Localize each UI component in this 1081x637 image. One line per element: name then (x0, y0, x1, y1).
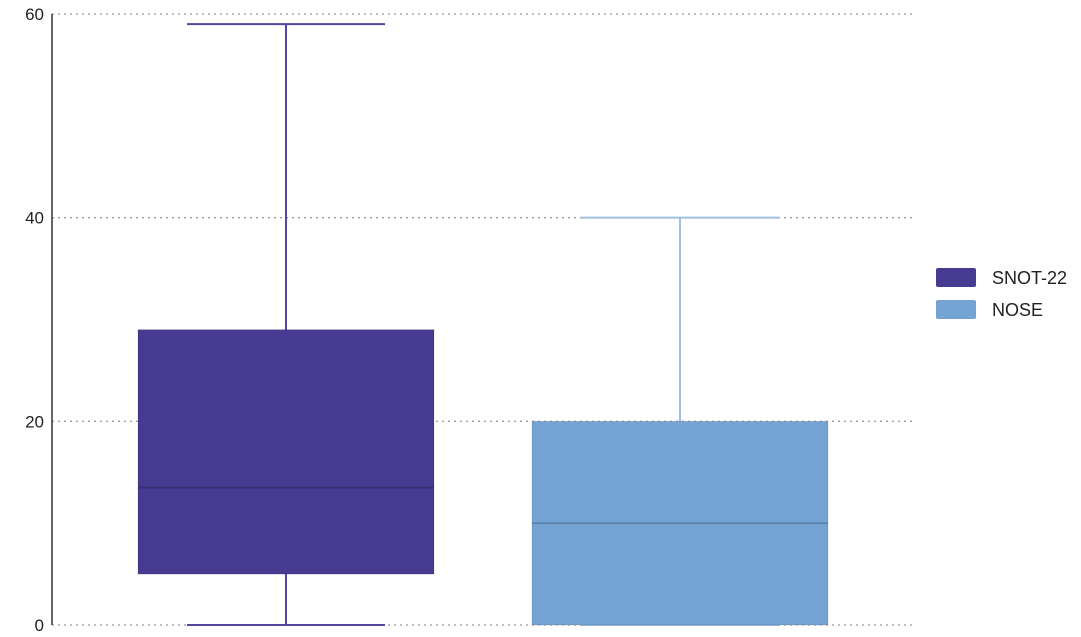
y-tick-labels: 0 20 40 60 (25, 5, 44, 635)
legend-swatch (936, 300, 976, 319)
legend-item: SNOT-22 (936, 268, 1067, 288)
legend: SNOT-22 NOSE (936, 268, 1067, 320)
legend-swatch (936, 268, 976, 287)
y-tick-label: 20 (25, 412, 44, 431)
legend-label: SNOT-22 (992, 268, 1067, 288)
y-tick-label: 60 (25, 5, 44, 24)
box-snot-22 (137, 23, 435, 626)
box-iqr (137, 329, 435, 575)
y-tick-label: 40 (25, 209, 44, 228)
box-iqr (531, 420, 829, 626)
legend-label: NOSE (992, 300, 1043, 320)
y-tick-label: 0 (35, 616, 44, 635)
box-plot-series (137, 23, 829, 626)
legend-item: NOSE (936, 300, 1043, 320)
box-nose (531, 216, 829, 626)
